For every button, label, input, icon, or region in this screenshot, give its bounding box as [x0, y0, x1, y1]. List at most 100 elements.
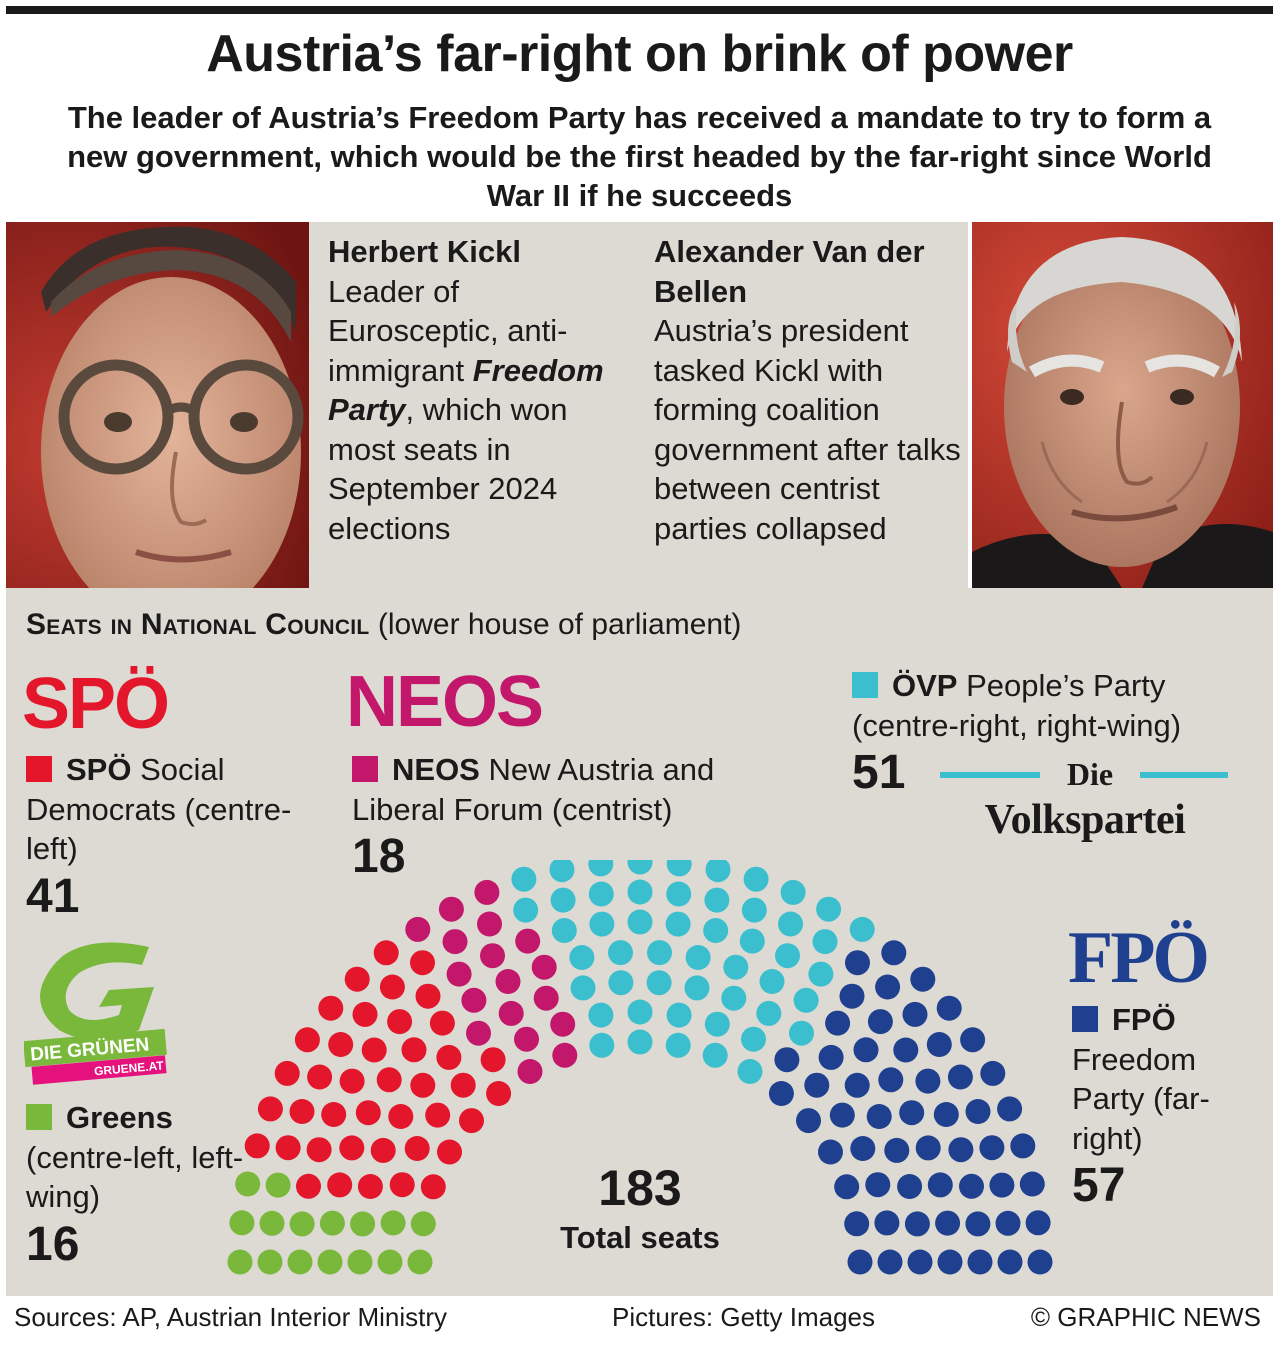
- seat-fp: [818, 1044, 844, 1070]
- seat-vp: [704, 887, 730, 913]
- volks-die: Die: [1066, 756, 1114, 792]
- seat-fp: [997, 1096, 1023, 1122]
- seat-vp: [721, 985, 747, 1011]
- seat-neos: [466, 1020, 491, 1046]
- kickl-bio: Herbert Kickl Leader of Eurosceptic, ant…: [328, 232, 638, 548]
- neos-swatch: [352, 756, 378, 782]
- ovp-desc: People’s Party (centre-right, right-wing…: [852, 668, 1182, 743]
- seat-fp: [865, 1172, 891, 1198]
- seat-sp: [389, 1172, 415, 1198]
- seat-greens: [380, 1210, 406, 1236]
- seat-fp: [995, 1210, 1021, 1236]
- seat-sp: [244, 1133, 270, 1159]
- seats-heading: Seats in National Council (lower house o…: [26, 607, 741, 643]
- seat-neos: [531, 954, 557, 980]
- seat-sp: [376, 1067, 402, 1093]
- seat-fp: [899, 1100, 925, 1126]
- seat-neos: [515, 928, 541, 954]
- seat-fp: [845, 950, 870, 976]
- vdb-bio: Alexander Van der Bellen Austria’s presi…: [654, 232, 964, 548]
- neos-logo: NEOS: [346, 662, 544, 742]
- seat-fp: [980, 1060, 1006, 1086]
- seat-sp: [480, 1047, 506, 1073]
- seat-fp: [904, 1211, 930, 1237]
- seat-neos: [438, 896, 464, 922]
- seat-fp: [839, 983, 865, 1009]
- seat-vp: [646, 970, 672, 996]
- party-fpo: FPÖ Freedom Party (far-right) 57: [1072, 1000, 1262, 1214]
- seat-sp: [294, 1027, 320, 1053]
- seat-fp: [853, 1037, 879, 1063]
- footer-pictures: Pictures: Getty Images: [612, 1302, 875, 1332]
- greens-seats: 16: [26, 1217, 80, 1271]
- page-title: Austria’s far-right on brink of power: [206, 25, 1073, 83]
- seat-greens: [317, 1249, 343, 1275]
- seat-vp: [743, 866, 769, 892]
- top-rule: [6, 6, 1273, 14]
- seat-neos: [550, 1011, 576, 1037]
- seat-fp: [850, 1136, 876, 1161]
- seat-fp: [866, 1104, 892, 1129]
- volks-name: Volkspartei: [984, 797, 1186, 843]
- seat-neos: [552, 1042, 578, 1068]
- van-der-bellen-photo: [968, 222, 1273, 588]
- seat-vp: [684, 975, 710, 1001]
- seat-vp: [704, 1011, 730, 1037]
- seat-vp: [759, 969, 785, 994]
- seat-sp: [410, 1072, 436, 1098]
- seat-sp: [328, 1032, 354, 1057]
- seat-greens: [410, 1211, 436, 1237]
- party-ovp: ÖVP People’s Party (centre-right, right-…: [852, 666, 1252, 801]
- seat-vp: [550, 887, 576, 913]
- seat-vp: [702, 1042, 728, 1068]
- seat-fp: [915, 1068, 941, 1094]
- seat-vp: [589, 1032, 615, 1058]
- seat-fp: [947, 1064, 973, 1090]
- seat-sp: [296, 1173, 321, 1199]
- seat-fp: [1010, 1133, 1036, 1159]
- seat-vp: [665, 911, 691, 937]
- kickl-desc-2: , which won most seats in September 2024…: [328, 392, 568, 546]
- seat-fp: [847, 1249, 873, 1275]
- seat-fp: [927, 1172, 953, 1198]
- vdb-description: Austria’s president tasked Kickl with fo…: [654, 313, 961, 546]
- seat-sp: [450, 1072, 476, 1098]
- seat-vp: [588, 1002, 614, 1028]
- seat-sp: [321, 1102, 347, 1127]
- seat-fp: [877, 1249, 903, 1275]
- seat-sp: [361, 1037, 387, 1063]
- seat-greens: [259, 1210, 285, 1236]
- ovp-swatch: [852, 672, 878, 698]
- total-seats-label: Total seats: [560, 1220, 720, 1255]
- seat-fp: [936, 995, 962, 1021]
- seat-vp: [666, 1002, 692, 1028]
- seat-sp: [388, 1104, 414, 1129]
- neos-desc: New Austria and Liberal Forum (centrist): [352, 752, 715, 827]
- seat-fp: [935, 1210, 961, 1236]
- party-spo: SPÖ Social Democrats (centre-left) 41: [26, 750, 326, 925]
- parliament-chart: [227, 860, 1053, 1275]
- seat-fp: [893, 1037, 919, 1063]
- seat-fp: [965, 1099, 991, 1124]
- seat-fp: [910, 966, 936, 992]
- seat-neos: [533, 985, 559, 1011]
- ovp-seats: 51: [852, 746, 906, 799]
- seat-fp: [881, 940, 907, 966]
- seat-vp: [780, 879, 806, 905]
- seat-vp: [627, 860, 653, 875]
- seat-vp: [627, 999, 653, 1025]
- greens-swatch: [26, 1104, 52, 1130]
- seat-vp: [627, 909, 653, 935]
- seat-greens: [289, 1211, 315, 1237]
- seat-fp: [1019, 1171, 1045, 1197]
- seat-fp: [960, 1027, 986, 1053]
- seat-sp: [437, 1139, 462, 1165]
- seat-neos: [498, 1000, 524, 1026]
- seat-sp: [344, 966, 370, 992]
- seat-sp: [429, 1010, 455, 1036]
- seat-fp: [818, 1139, 843, 1165]
- seat-vp: [551, 918, 577, 943]
- seat-fp: [804, 1072, 830, 1098]
- seat-neos: [517, 1059, 543, 1084]
- seat-fp: [989, 1172, 1015, 1198]
